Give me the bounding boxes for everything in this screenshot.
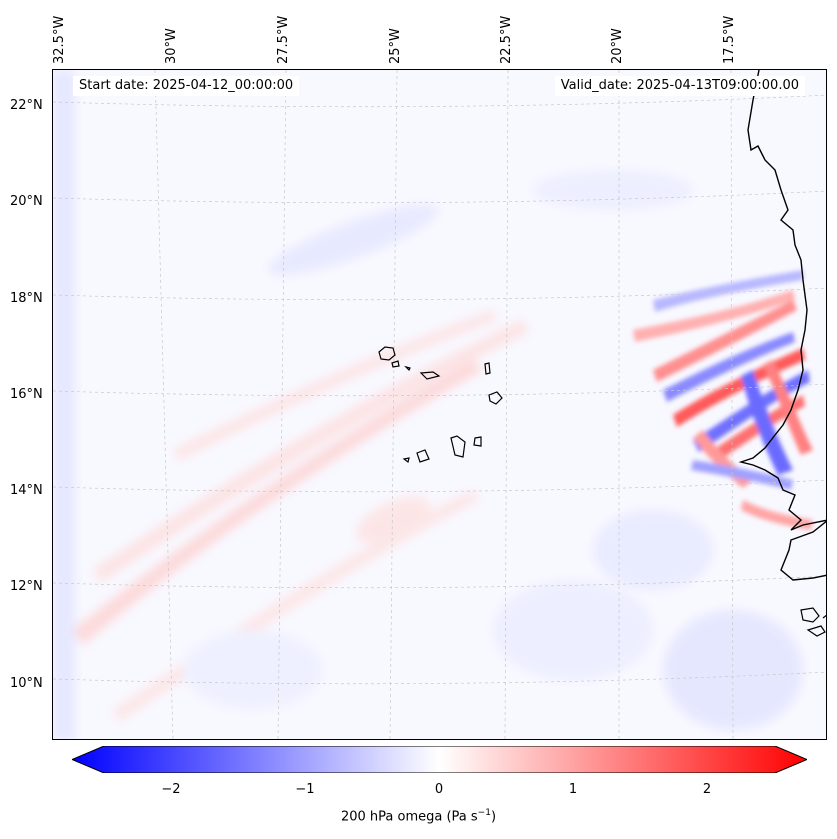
lat-label-14N: 14°N — [10, 483, 43, 498]
valid-date-label: Valid_date: 2025-04-13T09:00:00.00 — [554, 76, 805, 96]
coastline-islands — [800, 607, 826, 637]
colorbar-tick-minus2: −2 — [161, 782, 181, 797]
lat-label-20N: 20°N — [10, 194, 43, 209]
lon-label-22.5W: 22.5°W — [499, 15, 514, 64]
lon-label-25W: 25°W — [388, 28, 403, 64]
lon-label-20W: 20°W — [610, 28, 625, 64]
colorbar-tick-0: 0 — [434, 782, 444, 797]
lat-label-22N: 22°N — [10, 98, 43, 113]
african-coastline — [738, 70, 826, 581]
colorbar-body — [72, 746, 807, 773]
start-date-label: Start date: 2025-04-12_00:00:00 — [73, 76, 300, 96]
colorbar-tick-minus1: −1 — [295, 782, 315, 797]
lat-label-16N: 16°N — [10, 387, 43, 402]
omega-colorbar — [72, 746, 807, 773]
lon-label-30W: 30°W — [164, 28, 179, 64]
omega-weak-patches — [53, 70, 803, 739]
colorbar-tick-1: 1 — [568, 782, 578, 797]
colorbar-label-text: 200 hPa omega (Pa s — [340, 809, 478, 825]
colorbar-label-close: ) — [490, 809, 497, 825]
lon-label-32.5W: 32.5°W — [52, 15, 67, 64]
lon-label-17.5W: 17.5°W — [722, 15, 737, 64]
graticule — [53, 70, 826, 739]
omega-field-map — [53, 70, 826, 739]
lon-label-27.5W: 27.5°W — [276, 15, 291, 64]
lat-label-18N: 18°N — [10, 291, 43, 306]
colorbar-label-exponent: −1 — [477, 808, 491, 818]
map-panel[interactable] — [52, 69, 827, 740]
lat-label-12N: 12°N — [10, 579, 43, 594]
colorbar-label: 200 hPa omega (Pa s−1) — [0, 808, 837, 824]
lat-label-10N: 10°N — [10, 676, 43, 691]
omega-strong-bands — [633, 270, 813, 530]
cape-verde-islands — [378, 346, 503, 464]
colorbar-tick-2: 2 — [702, 782, 712, 797]
